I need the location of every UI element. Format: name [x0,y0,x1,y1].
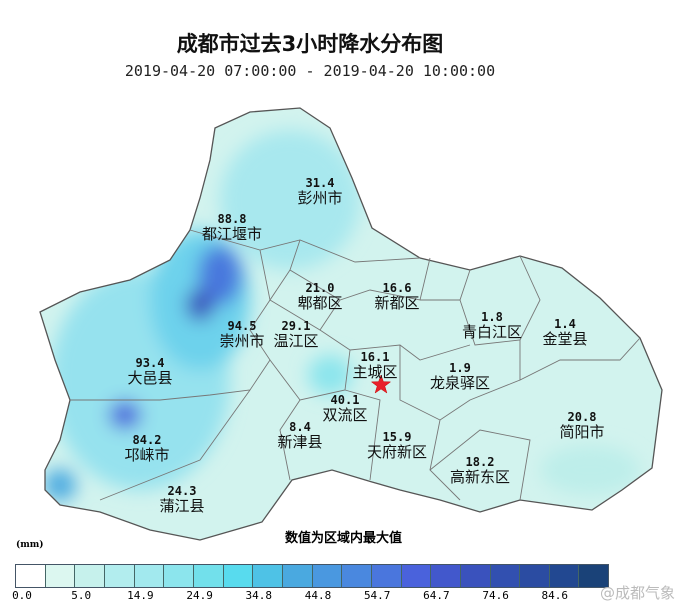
district-label: 1.4 金堂县 [542,318,587,348]
district-max-value: 40.1 [330,393,360,407]
district-max-value: 93.4 [135,356,165,370]
legend-tick-label: 0.0 [12,589,32,602]
legend-swatch [520,565,550,587]
district-label: 1.8 青白江区 [462,311,522,341]
district-name: 简阳市 [559,423,605,441]
legend-tick-label: 54.7 [363,589,391,602]
district-name: 主城区 [352,363,398,381]
district-name: 金堂县 [542,330,588,348]
legend-swatch [431,565,461,587]
red-star-icon [370,374,392,394]
district-max-value: 94.5 [227,319,257,333]
district-label: 94.5 崇州市 [219,320,264,350]
legend-swatch [460,565,491,587]
legend-swatch [282,565,313,587]
district-max-value: 8.4 [289,420,311,434]
legend-swatch [75,565,105,587]
district-name: 大邑县 [127,369,173,387]
district-name: 龙泉驿区 [429,374,491,392]
district-name: 都江堰市 [201,225,263,243]
legend-swatch [223,565,254,587]
legend-swatch [401,565,432,587]
district-max-value: 15.9 [382,430,412,444]
district-name: 温江区 [273,332,319,350]
district-label: 18.2 高新东区 [450,456,510,486]
district-name: 新都区 [374,294,420,312]
district-label: 24.3 蒲江县 [159,485,204,515]
district-max-value: 1.9 [449,361,471,375]
district-max-value: 16.6 [382,281,412,295]
district-max-value: 88.8 [217,212,247,226]
district-max-value: 24.3 [167,484,197,498]
district-name: 蒲江县 [159,497,205,515]
district-max-value: 84.2 [132,433,162,447]
legend-swatch [549,565,580,587]
legend-unit: (mm) [16,540,44,550]
legend-swatch [490,565,521,587]
district-max-value: 16.1 [360,350,390,364]
district-name: 新津县 [277,433,323,451]
legend-swatch [45,565,76,587]
legend-tick-label: 84.6 [541,589,569,602]
district-name: 青白江区 [461,323,523,341]
district-max-value: 1.8 [481,310,503,324]
district-label: 88.8 都江堰市 [202,213,262,243]
district-label: 93.4 大邑县 [127,357,172,387]
legend-tick-label: 24.9 [186,589,213,602]
district-name: 天府新区 [366,443,428,461]
legend-swatch [164,565,194,587]
map-title: 成都市过去3小时降水分布图 [176,32,444,56]
legend-swatch [104,565,135,587]
district-label: 16.1 主城区 [352,351,397,381]
district-name: 崇州市 [219,332,265,350]
legend-swatch [371,565,402,587]
legend-tick-label: 14.9 [127,589,154,602]
district-max-value: 31.4 [305,176,335,190]
district-name: 高新东区 [449,468,511,486]
district-boundaries [70,229,641,501]
legend-swatch [134,565,165,587]
legend-swatch [342,565,372,587]
district-name: 双流区 [322,406,368,424]
time-range: 2019-04-20 07:00:00 - 2019-04-20 10:00:0… [124,62,496,80]
legend-tick-label: 64.7 [423,589,450,602]
district-max-value: 29.1 [281,319,311,333]
legend-tick-label: 44.8 [304,589,332,602]
district-max-value: 18.2 [465,455,495,469]
district-label: 29.1 温江区 [273,320,318,350]
district-label: 1.9 龙泉驿区 [430,362,490,392]
district-max-value: 1.4 [554,317,576,331]
legend-swatch [579,565,609,587]
district-max-value: 20.8 [567,410,597,424]
district-max-value: 21.0 [305,281,335,295]
map-note: 数值为区域内最大值 [285,531,403,546]
legend-swatch [312,565,343,587]
legend-swatch [16,565,46,587]
legend-swatch [253,565,283,587]
legend-swatch [193,565,224,587]
legend-tick-label: 5.0 [71,589,92,602]
district-label: 31.4 彭州市 [297,177,342,207]
district-name: 彭州市 [297,189,343,207]
district-label: 20.8 简阳市 [559,411,604,441]
color-legend [15,564,609,588]
rainfall-field [40,108,662,540]
district-label: 16.6 新都区 [374,282,419,312]
district-label: 15.9 天府新区 [367,431,427,461]
district-name: 郫都区 [297,294,343,312]
district-label: 40.1 双流区 [322,394,367,424]
legend-tick-label: 74.6 [482,589,509,602]
district-label: 8.4 新津县 [277,421,322,451]
district-label: 21.0 郫都区 [297,282,342,312]
district-name: 邛崃市 [124,446,170,464]
district-label: 84.2 邛崃市 [124,434,169,464]
legend-tick-label: 34.8 [245,589,273,602]
watermark: @成都气象 [600,584,676,602]
